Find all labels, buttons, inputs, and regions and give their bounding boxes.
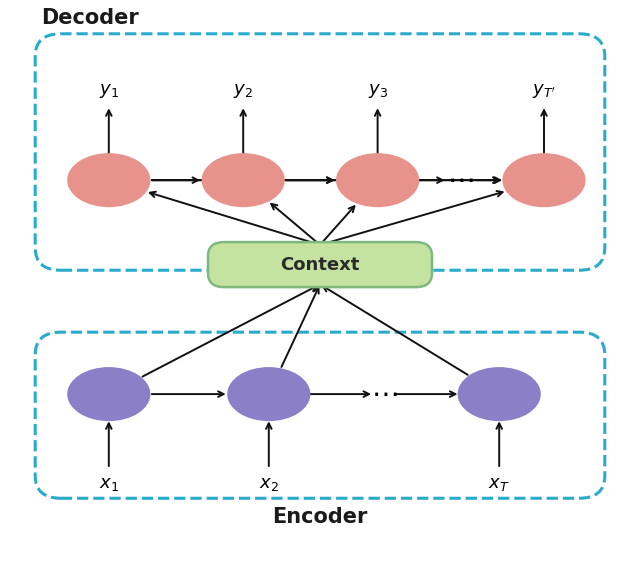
Text: Context: Context bbox=[280, 256, 360, 274]
Text: $x_T$: $x_T$ bbox=[488, 475, 510, 493]
Text: $\cdots$: $\cdots$ bbox=[371, 380, 397, 408]
Ellipse shape bbox=[67, 367, 150, 421]
Text: $x_1$: $x_1$ bbox=[99, 475, 119, 493]
Text: $y_1$: $y_1$ bbox=[99, 82, 119, 100]
Text: $y_3$: $y_3$ bbox=[367, 82, 388, 100]
Text: $y_{T^{\prime}}$: $y_{T^{\prime}}$ bbox=[532, 82, 556, 100]
Text: Decoder: Decoder bbox=[42, 8, 140, 28]
Ellipse shape bbox=[227, 367, 310, 421]
Text: $x_2$: $x_2$ bbox=[259, 475, 279, 493]
Ellipse shape bbox=[67, 153, 150, 207]
Text: Encoder: Encoder bbox=[272, 507, 368, 527]
Ellipse shape bbox=[458, 367, 541, 421]
Text: $\cdots$: $\cdots$ bbox=[447, 166, 474, 194]
Text: $y_2$: $y_2$ bbox=[233, 82, 253, 100]
FancyBboxPatch shape bbox=[208, 242, 432, 287]
Ellipse shape bbox=[336, 153, 419, 207]
Ellipse shape bbox=[502, 153, 586, 207]
Ellipse shape bbox=[202, 153, 285, 207]
